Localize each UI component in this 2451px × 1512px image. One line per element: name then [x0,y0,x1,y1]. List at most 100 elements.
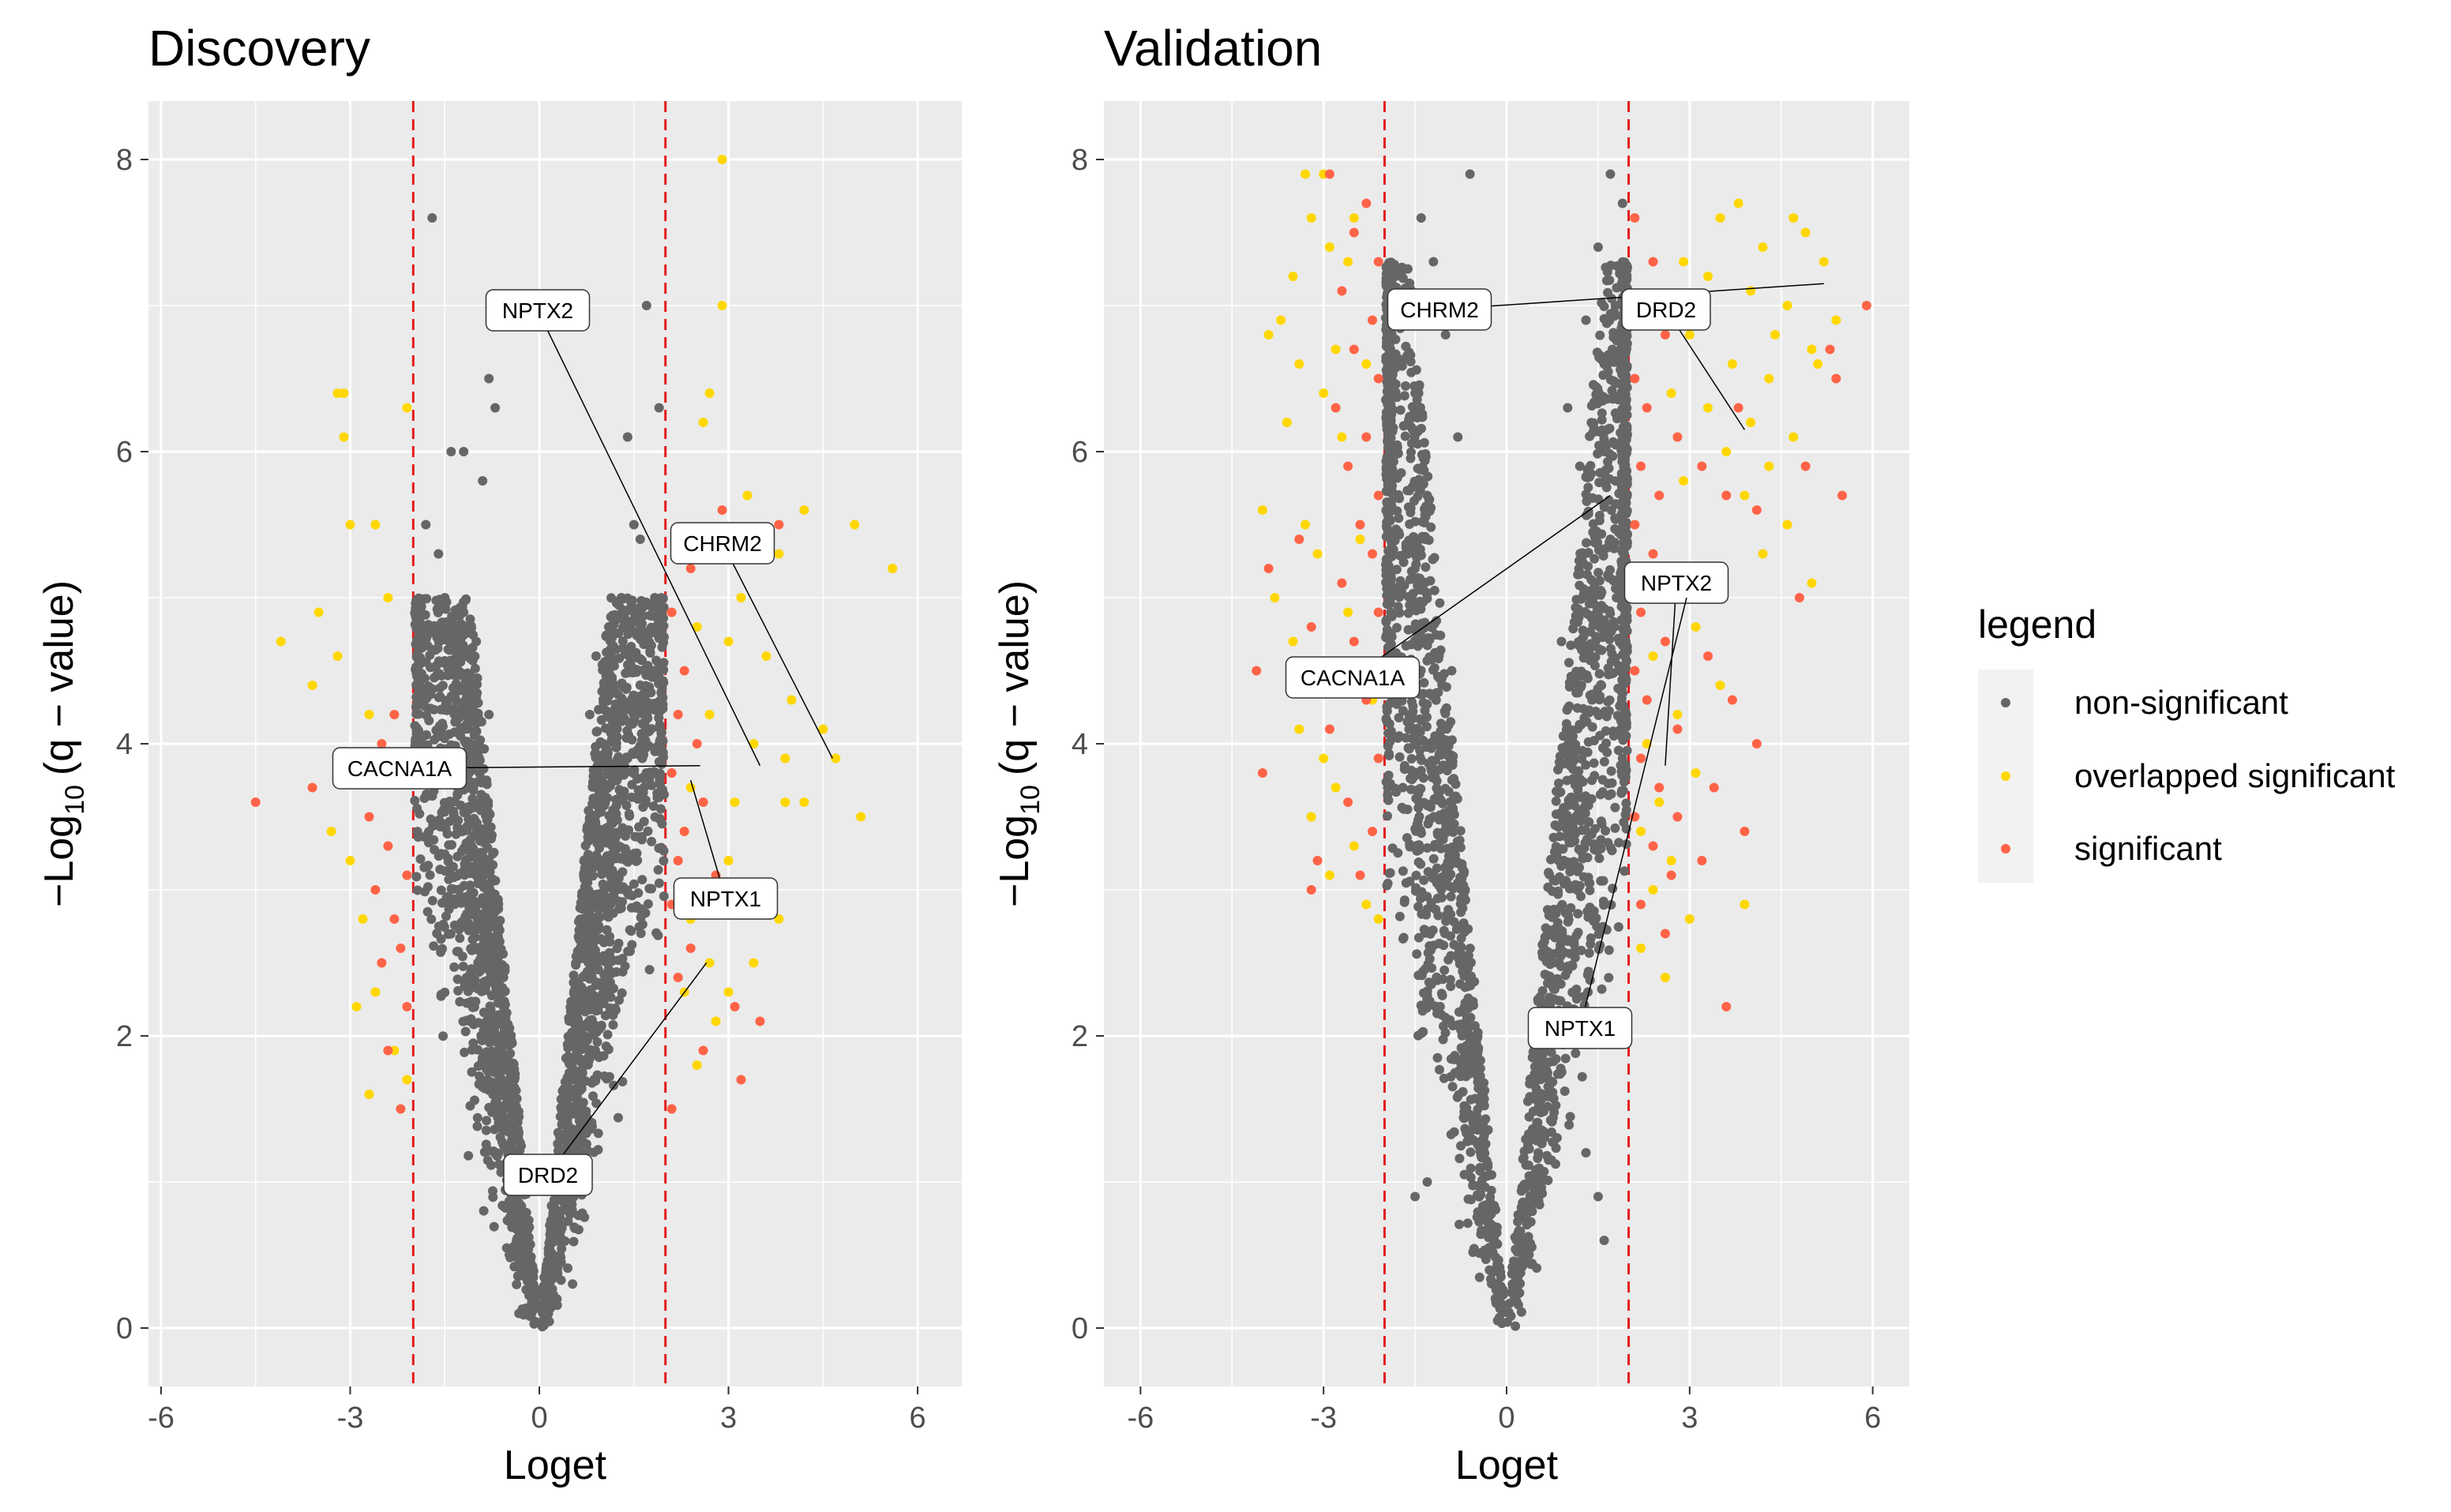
nonsig-point [1454,1055,1465,1065]
significant-point [730,1002,740,1011]
nonsig-point [555,1237,565,1247]
nonsig-point [617,1077,628,1086]
nonsig-point [447,611,457,621]
nonsig-point [565,1041,575,1050]
nonsig-point [1610,300,1620,310]
nonsig-point [481,894,491,904]
nonsig-point [654,713,664,723]
nonsig-point [1468,1247,1478,1257]
significant-point [402,1002,412,1011]
nonsig-point [443,670,452,681]
nonsig-point [580,869,590,879]
nonsig-point [1603,696,1613,707]
nonsig-point [486,877,496,887]
nonsig-point [536,1304,546,1315]
overlapped-significant-point [402,1075,412,1085]
nonsig-point [481,1125,491,1135]
significant-point [673,973,683,982]
nonsig-point [557,1086,568,1096]
nonsig-point [614,705,624,715]
nonsig-point [1463,1194,1473,1204]
nonsig-point [465,898,475,907]
significant-point [685,564,696,573]
nonsig-point [1384,750,1394,760]
significant-point [698,797,708,807]
nonsig-point [473,1018,483,1028]
nonsig-point [472,1121,482,1131]
nonsig-point [426,662,436,673]
nonsig-point [583,966,592,977]
nonsig-point [1427,772,1437,782]
significant-point [717,505,727,515]
nonsig-point [1466,1147,1476,1157]
nonsig-point [450,633,460,643]
nonsig-point [1596,843,1606,854]
nonsig-point [655,771,666,781]
nonsig-point [1439,706,1450,716]
discovery-title: Discovery [148,20,370,77]
nonsig-point [512,1271,523,1281]
nonsig-point [479,1007,489,1018]
overlapped-significant-point [332,651,343,661]
nonsig-point [422,906,433,917]
nonsig-point [494,904,504,914]
significant-point [673,856,683,865]
nonsig-point [625,925,635,935]
nonsig-point [1584,948,1594,959]
nonsig-point [1469,1000,1478,1011]
nonsig-point [1519,1213,1530,1223]
non-significant-point [484,710,494,719]
nonsig-point [531,1296,541,1305]
nonsig-point [570,1107,580,1117]
significant-point [679,827,689,836]
nonsig-point [611,644,621,655]
nonsig-point [1394,752,1405,762]
nonsig-point [602,1030,613,1040]
nonsig-point [1605,842,1616,853]
non-significant-point [465,739,475,748]
nonsig-point [1429,619,1439,628]
nonsig-point [1582,906,1593,917]
non-significant-point [622,432,632,442]
nonsig-point [458,962,468,971]
nonsig-point [508,1214,518,1225]
nonsig-point [424,715,434,726]
nonsig-point [585,987,595,997]
annotation-label: NPTX2 [502,298,573,323]
nonsig-point [464,919,474,929]
nonsig-point [460,1047,470,1057]
nonsig-point [602,752,613,763]
nonsig-point [596,807,606,817]
nonsig-point [1381,560,1391,569]
nonsig-point [546,1297,556,1308]
nonsig-point [1454,945,1464,955]
nonsig-point [529,1319,539,1329]
nonsig-point [1411,606,1421,616]
nonsig-point [1608,332,1619,343]
nonsig-point [587,1121,597,1131]
significant-point [685,944,696,953]
nonsig-point [1477,1175,1487,1185]
nonsig-point [465,835,475,845]
nonsig-point [1606,789,1616,799]
nonsig-point [1518,1154,1528,1165]
x-tick-label: 3 [720,1401,737,1435]
nonsig-point [1424,632,1433,643]
nonsig-point [1598,876,1608,886]
nonsig-point [437,681,448,691]
nonsig-point [1594,669,1605,679]
nonsig-point [441,824,451,834]
nonsig-point [436,991,446,1001]
nonsig-point [482,1116,492,1126]
nonsig-point [1436,645,1446,655]
non-significant-point [616,593,626,602]
nonsig-point [602,793,613,803]
nonsig-point [564,1052,574,1062]
overlapped-significant-point [402,403,412,413]
discovery-y-label-main: −Log [36,815,82,907]
non-significant-point [427,213,437,223]
nonsig-point [584,836,594,846]
nonsig-point [1439,965,1450,975]
nonsig-point [1445,931,1455,941]
